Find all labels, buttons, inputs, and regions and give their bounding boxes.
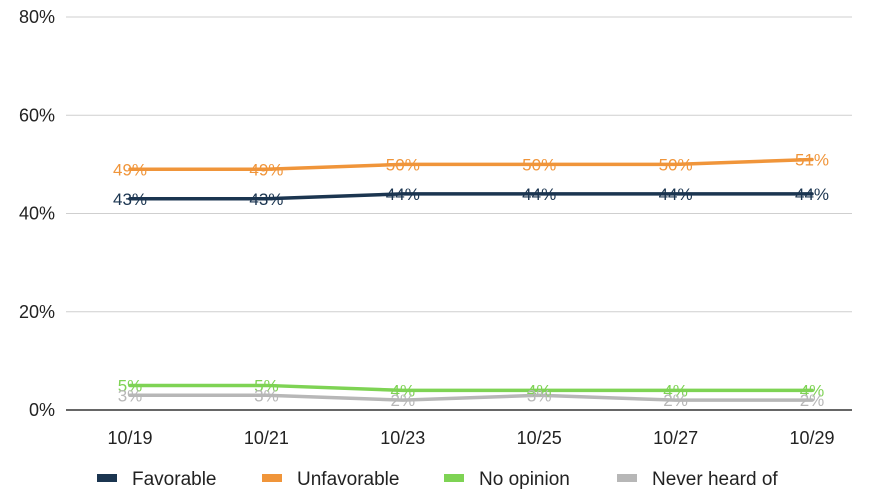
x-tick-label: 10/21 <box>244 428 289 448</box>
data-label: 43% <box>249 190 283 209</box>
data-label: 2% <box>663 391 688 410</box>
data-label: 44% <box>522 185 556 204</box>
data-label: 44% <box>659 185 693 204</box>
y-tick-label: 40% <box>19 204 55 224</box>
data-labels: 43% 43% 44% 44% 44% 44% 49% 49% 50% 50% 50% 51% 5% 5%… <box>113 150 829 410</box>
data-label: 50% <box>659 155 693 174</box>
legend: Favorable Unfavorable No opinion Never hear… <box>97 469 778 490</box>
series-line-never-heard-of <box>128 393 814 402</box>
series-line-favorable <box>128 192 814 201</box>
legend-swatch <box>262 474 282 482</box>
data-label: 5% <box>118 376 143 395</box>
data-label: 4% <box>663 381 688 400</box>
data-label: 3% <box>527 386 552 405</box>
legend-label: Favorable <box>132 469 217 490</box>
legend-swatch <box>97 474 117 482</box>
data-label: 4% <box>391 381 416 400</box>
series-lines <box>128 157 814 402</box>
data-label: 49% <box>249 160 283 179</box>
data-label: 44% <box>386 185 420 204</box>
series-line-no-opinion <box>128 383 814 393</box>
data-label: 5% <box>254 376 279 395</box>
data-label: 44% <box>795 185 829 204</box>
y-tick-label: 60% <box>19 105 55 125</box>
x-tick-label: 10/19 <box>107 428 152 448</box>
y-axis-ticks: 0% 20% 40% 60% 80% <box>19 7 55 420</box>
x-tick-label: 10/29 <box>789 428 834 448</box>
x-tick-label: 10/25 <box>517 428 562 448</box>
data-label: 3% <box>254 386 279 405</box>
gridlines <box>66 16 852 411</box>
legend-label: Unfavorable <box>297 469 399 490</box>
legend-label: No opinion <box>479 469 570 490</box>
data-label: 4% <box>800 381 825 400</box>
data-label: 49% <box>113 160 147 179</box>
x-tick-label: 10/23 <box>380 428 425 448</box>
legend-swatch <box>617 474 637 482</box>
series-line-unfavorable <box>128 157 814 172</box>
legend-swatch <box>444 474 464 482</box>
x-axis-ticks: 10/19 10/21 10/23 10/25 10/27 10/29 <box>107 428 834 448</box>
data-label: 50% <box>386 155 420 174</box>
x-tick-label: 10/27 <box>653 428 698 448</box>
legend-label: Never heard of <box>652 469 778 490</box>
data-label: 50% <box>522 155 556 174</box>
data-label: 2% <box>800 391 825 410</box>
data-label: 43% <box>113 190 147 209</box>
data-label: 2% <box>391 391 416 410</box>
data-label: 51% <box>795 150 829 169</box>
data-label: 3% <box>118 386 143 405</box>
y-tick-label: 80% <box>19 7 55 27</box>
y-tick-label: 0% <box>29 400 55 420</box>
data-label: 4% <box>527 381 552 400</box>
y-tick-label: 20% <box>19 302 55 322</box>
